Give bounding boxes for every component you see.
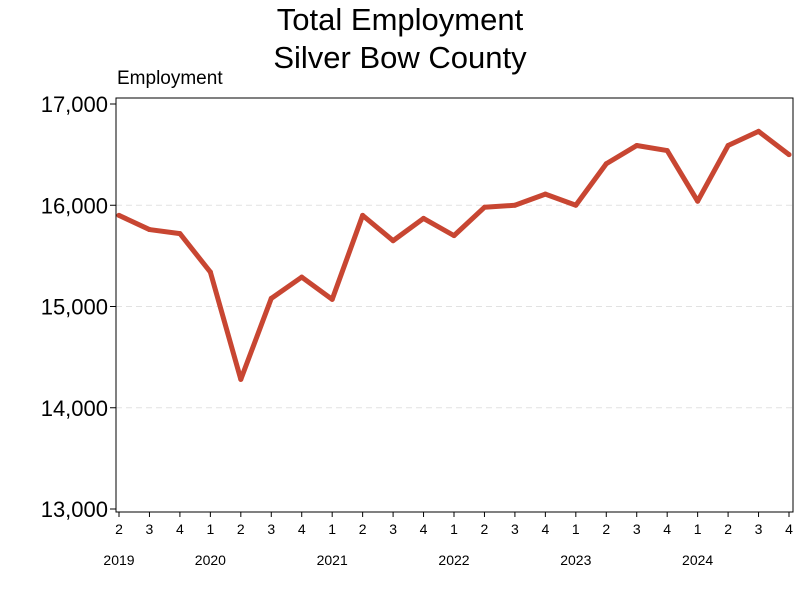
x-tick-label-quarter: 4 xyxy=(176,521,184,537)
x-tick-label-quarter: 3 xyxy=(267,521,275,537)
x-tick-label-quarter: 1 xyxy=(328,521,336,537)
x-tick-label-quarter: 3 xyxy=(633,521,641,537)
x-tick-label-quarter: 1 xyxy=(206,521,214,537)
x-tick-label-quarter: 4 xyxy=(785,521,793,537)
x-tick-label-quarter: 4 xyxy=(663,521,671,537)
x-tick-label-quarter: 2 xyxy=(724,521,732,537)
data-point xyxy=(390,238,396,244)
y-axis-ticks: 13,000 14,000 15,000 16,000 17,000 xyxy=(41,92,116,522)
x-axis-ticks: 2 3 4 1 2 3 4 1 2 3 4 1 2 3 4 1 2 3 4 1 2 3 4 xyxy=(115,512,793,537)
x-year-label: 2024 xyxy=(682,552,713,568)
x-tick-label-quarter: 2 xyxy=(115,521,123,537)
x-tick-label-quarter: 4 xyxy=(541,521,549,537)
y-tick-label: 14,000 xyxy=(41,396,108,421)
data-point xyxy=(451,233,457,239)
x-tick-label-quarter: 2 xyxy=(481,521,489,537)
x-tick-label-quarter: 2 xyxy=(602,521,610,537)
y-tick-label: 16,000 xyxy=(41,193,108,218)
x-year-label: 2020 xyxy=(195,552,226,568)
data-point xyxy=(695,198,701,204)
data-point xyxy=(725,143,731,149)
x-year-label: 2023 xyxy=(560,552,591,568)
data-point xyxy=(634,143,640,149)
data-point xyxy=(481,204,487,210)
chart-title-line-1: Total Employment xyxy=(276,2,524,37)
data-point xyxy=(756,128,762,134)
data-point xyxy=(512,202,518,208)
data-point xyxy=(177,231,183,237)
x-tick-label-quarter: 2 xyxy=(359,521,367,537)
data-point xyxy=(207,269,213,275)
x-tick-label-quarter: 3 xyxy=(511,521,519,537)
data-point xyxy=(360,212,366,218)
x-year-label: 2021 xyxy=(317,552,348,568)
x-tick-label-quarter: 3 xyxy=(389,521,397,537)
x-tick-label-quarter: 3 xyxy=(755,521,763,537)
x-tick-label-quarter: 2 xyxy=(237,521,245,537)
data-point xyxy=(664,148,670,154)
x-tick-label-quarter: 1 xyxy=(450,521,458,537)
chart-title-line-2: Silver Bow County xyxy=(273,40,527,75)
series-group xyxy=(116,128,792,382)
data-point xyxy=(542,191,548,197)
data-point xyxy=(421,215,427,221)
data-point xyxy=(329,296,335,302)
data-point xyxy=(299,274,305,280)
x-tick-label-quarter: 4 xyxy=(420,521,428,537)
x-year-label: 2019 xyxy=(103,552,134,568)
x-tick-label-quarter: 4 xyxy=(298,521,306,537)
x-tick-label-quarter: 1 xyxy=(572,521,580,537)
data-point xyxy=(116,212,122,218)
x-tick-label-quarter: 3 xyxy=(146,521,154,537)
y-tick-label: 13,000 xyxy=(41,497,108,522)
y-axis-label: Employment xyxy=(117,68,223,89)
data-point xyxy=(268,295,274,301)
data-point xyxy=(786,152,792,158)
data-point xyxy=(238,376,244,382)
series-line-employment xyxy=(116,128,792,382)
x-axis-years: 2019 2020 2021 2022 2023 2024 xyxy=(103,552,713,568)
data-point xyxy=(573,202,579,208)
x-tick-label-quarter: 1 xyxy=(694,521,702,537)
y-tick-label: 17,000 xyxy=(41,92,108,117)
y-tick-label: 15,000 xyxy=(41,295,108,320)
data-point xyxy=(603,161,609,167)
x-year-label: 2022 xyxy=(438,552,469,568)
gridlines xyxy=(116,204,793,409)
data-point xyxy=(146,227,152,233)
